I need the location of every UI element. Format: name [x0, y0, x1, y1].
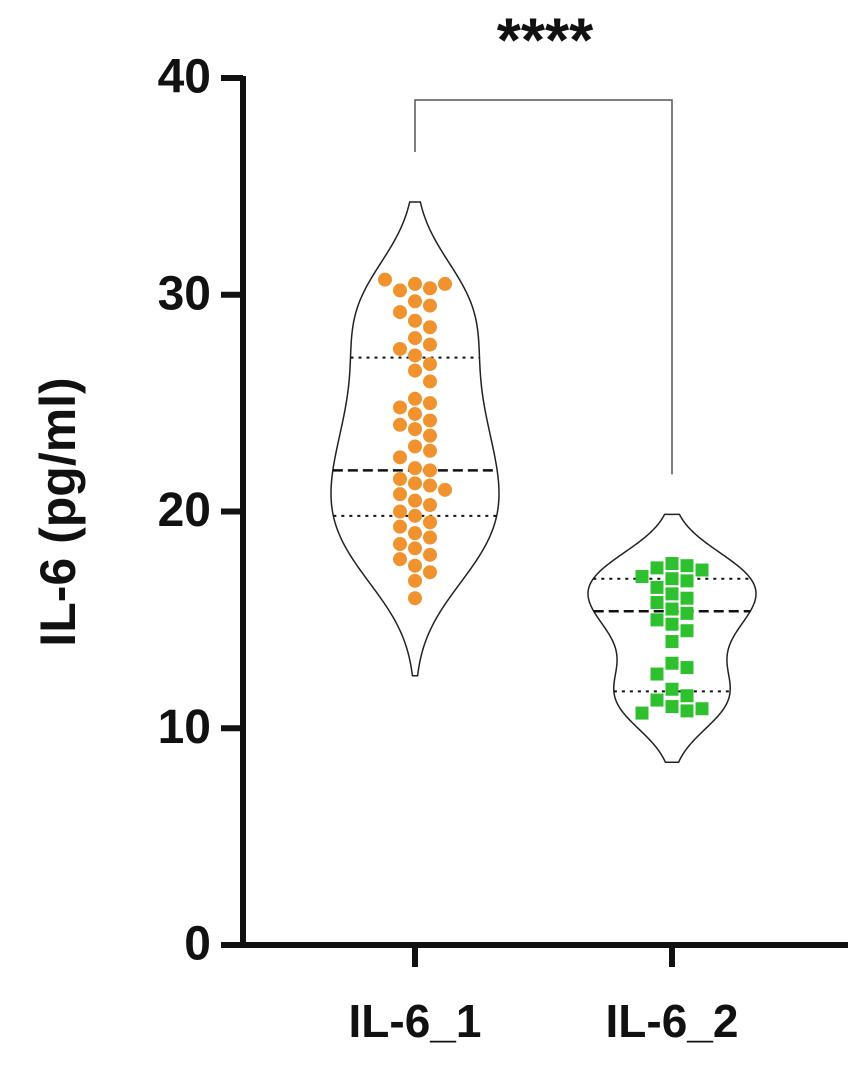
- point: [665, 587, 679, 601]
- point: [408, 508, 422, 523]
- point: [423, 357, 437, 372]
- point: [408, 526, 422, 541]
- point: [650, 693, 664, 707]
- point: [665, 617, 679, 631]
- y-tick-label: 0: [184, 918, 211, 971]
- point: [408, 541, 422, 556]
- point: [423, 298, 437, 313]
- point: [408, 331, 422, 346]
- violin: [330, 201, 500, 677]
- point: [393, 519, 407, 534]
- y-tick-label: 40: [158, 51, 211, 104]
- point: [680, 624, 694, 638]
- point: [393, 552, 407, 567]
- point: [665, 635, 679, 649]
- point: [438, 482, 452, 497]
- y-tick-label: 30: [158, 267, 211, 320]
- point: [393, 417, 407, 432]
- point: [650, 667, 664, 681]
- point: [408, 363, 422, 378]
- point: [393, 341, 407, 356]
- point: [680, 606, 694, 620]
- point: [695, 702, 709, 716]
- point: [393, 471, 407, 486]
- point: [635, 706, 649, 720]
- x-tick-label: IL-6_2: [606, 995, 739, 1047]
- point: [408, 558, 422, 573]
- point: [423, 530, 437, 545]
- point: [680, 559, 694, 573]
- point: [408, 313, 422, 328]
- point: [393, 450, 407, 465]
- point: [665, 602, 679, 616]
- point: [423, 281, 437, 296]
- point: [695, 563, 709, 577]
- point: [635, 570, 649, 584]
- point: [665, 656, 679, 670]
- point: [423, 320, 437, 335]
- point: [665, 682, 679, 696]
- y-tick-label: 10: [158, 701, 211, 754]
- point: [393, 283, 407, 298]
- y-axis-label: IL-6 (pg/ml): [30, 377, 86, 646]
- point: [423, 337, 437, 352]
- point: [665, 572, 679, 586]
- point: [423, 515, 437, 530]
- point: [393, 504, 407, 519]
- point: [650, 561, 664, 575]
- significance: ****: [497, 6, 594, 75]
- point: [665, 557, 679, 571]
- point: [423, 565, 437, 580]
- point: [650, 596, 664, 610]
- point: [423, 478, 437, 493]
- point: [408, 573, 422, 588]
- point: [423, 374, 437, 389]
- point: [423, 497, 437, 512]
- point: [680, 591, 694, 605]
- point: [423, 443, 437, 458]
- y-tick-label: 20: [158, 484, 211, 537]
- x-tick-label: IL-6_1: [349, 995, 482, 1047]
- point: [393, 400, 407, 415]
- point: [650, 580, 664, 594]
- point: [408, 476, 422, 491]
- point: [408, 591, 422, 606]
- point: [408, 391, 422, 406]
- point: [423, 413, 437, 428]
- point: [408, 461, 422, 476]
- point: [408, 493, 422, 508]
- point: [680, 574, 694, 588]
- point: [680, 704, 694, 718]
- bracket: [414, 99, 673, 475]
- point: [408, 294, 422, 309]
- point: [680, 689, 694, 703]
- point: [423, 396, 437, 411]
- point: [408, 439, 422, 454]
- point: [665, 700, 679, 714]
- point: [423, 463, 437, 478]
- point: [438, 276, 452, 291]
- point: [408, 276, 422, 291]
- point: [393, 487, 407, 502]
- point: [393, 305, 407, 320]
- point: [378, 272, 392, 287]
- point: [408, 406, 422, 421]
- point: [408, 348, 422, 363]
- point: [423, 428, 437, 443]
- point: [680, 661, 694, 675]
- point: [423, 547, 437, 562]
- point: [408, 422, 422, 437]
- violin: [587, 513, 757, 764]
- point: [650, 613, 664, 627]
- point: [393, 537, 407, 552]
